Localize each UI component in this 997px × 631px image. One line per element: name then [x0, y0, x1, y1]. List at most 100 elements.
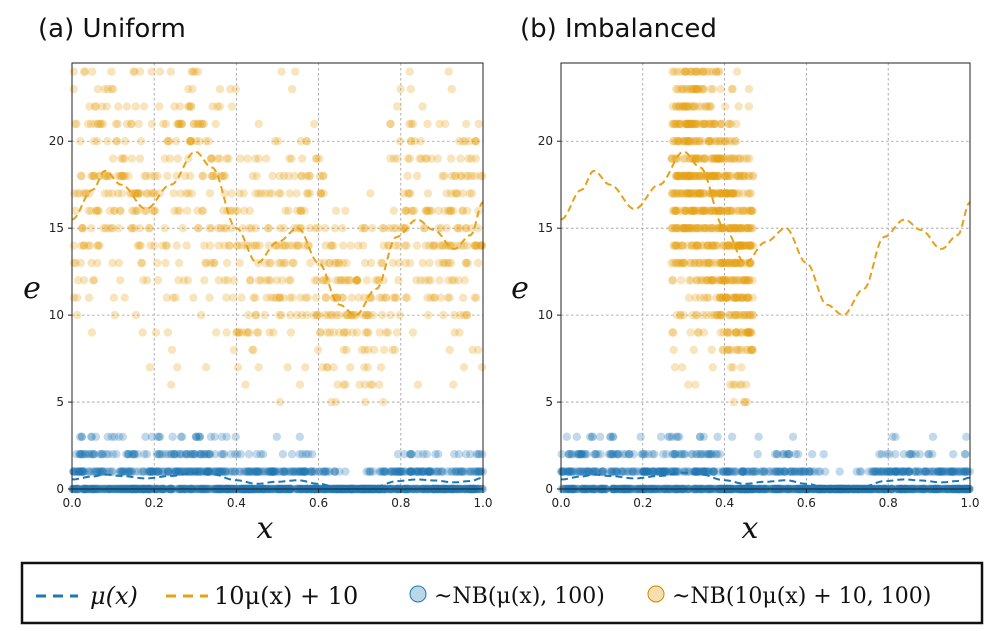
blue-point	[451, 467, 460, 476]
orange-point	[390, 345, 399, 355]
orange-point	[158, 241, 167, 250]
orange-point	[105, 171, 114, 181]
blue-point	[456, 467, 465, 476]
orange-point	[190, 67, 200, 76]
blue-point	[804, 467, 814, 476]
blue-point	[414, 450, 423, 459]
blue-point	[472, 467, 481, 476]
orange-point	[107, 84, 116, 94]
orange-point	[118, 154, 128, 163]
blue-point	[133, 450, 142, 459]
blue-point	[366, 467, 375, 476]
blue-point	[754, 432, 763, 441]
blue-point	[680, 467, 689, 476]
orange-point	[231, 84, 240, 94]
orange-point	[373, 276, 382, 285]
orange-point	[167, 345, 177, 355]
blue-point	[392, 467, 401, 476]
blue-point	[154, 467, 163, 476]
blue-point	[423, 467, 432, 476]
orange-point	[688, 310, 697, 320]
orange-point	[182, 189, 191, 198]
orange-point	[438, 241, 447, 250]
orange-point	[319, 276, 328, 285]
orange-point	[247, 224, 256, 233]
orange-point	[345, 276, 354, 285]
orange-point	[467, 171, 476, 181]
orange-point	[337, 276, 346, 285]
orange-point	[206, 258, 216, 268]
orange-point	[462, 224, 471, 233]
blue-point	[202, 450, 211, 459]
orange-point	[401, 293, 410, 302]
orange-point	[328, 310, 337, 320]
blue-point	[379, 467, 389, 476]
blue-point	[474, 450, 483, 459]
orange-point	[102, 102, 112, 111]
orange-point	[113, 119, 122, 129]
orange-point	[91, 206, 101, 215]
blue-point	[123, 450, 132, 459]
blue-point	[321, 467, 330, 476]
orange-point	[125, 189, 134, 198]
orange-point	[435, 241, 444, 250]
orange-point	[95, 241, 104, 250]
orange-point	[366, 189, 375, 198]
orange-point	[470, 171, 480, 181]
blue-point	[298, 450, 307, 459]
blue-point	[190, 450, 199, 459]
blue-point	[269, 467, 278, 476]
orange-point	[174, 276, 183, 285]
orange-point	[279, 224, 289, 233]
orange-point	[222, 293, 231, 302]
orange-point	[329, 241, 338, 250]
orange-point	[288, 258, 297, 268]
blue-point	[217, 450, 226, 459]
orange-point	[412, 276, 421, 285]
orange-point	[323, 363, 332, 372]
orange-point	[347, 293, 356, 302]
blue-point	[219, 467, 228, 476]
blue-point	[125, 467, 134, 476]
orange-point	[305, 171, 315, 181]
orange-point	[695, 137, 704, 146]
orange-point	[332, 276, 341, 285]
orange-point	[316, 328, 325, 337]
orange-point	[401, 206, 410, 215]
blue-point	[321, 467, 330, 476]
blue-point	[143, 467, 152, 476]
orange-point	[403, 171, 412, 181]
orange-point	[113, 189, 123, 198]
blue-point	[293, 467, 302, 476]
orange-point	[211, 119, 220, 129]
orange-point	[318, 363, 327, 372]
orange-point	[136, 189, 145, 198]
orange-point	[458, 206, 467, 215]
blue-point	[430, 467, 439, 476]
orange-point	[273, 137, 283, 146]
orange-point	[455, 137, 464, 146]
orange-point	[386, 119, 395, 129]
orange-point	[134, 119, 143, 129]
orange-point	[315, 154, 324, 163]
orange-point	[427, 206, 436, 215]
orange-point	[163, 171, 172, 181]
blue-point	[608, 432, 618, 441]
orange-point	[214, 224, 223, 233]
orange-point	[368, 380, 377, 389]
orange-point	[444, 258, 453, 268]
orange-point	[408, 206, 417, 215]
orange-point	[294, 241, 304, 250]
orange-point	[418, 258, 427, 268]
blue-point	[606, 467, 616, 476]
orange-point	[87, 328, 97, 337]
orange-point	[185, 137, 194, 146]
orange-point	[740, 397, 749, 407]
blue-point	[75, 467, 84, 476]
orange-point	[110, 206, 119, 215]
blue-point	[253, 467, 263, 476]
blue-point	[297, 467, 307, 476]
x-axis-label: x	[257, 511, 274, 546]
orange-point	[713, 310, 722, 320]
legend-label-mu: μ(x)	[90, 582, 138, 610]
